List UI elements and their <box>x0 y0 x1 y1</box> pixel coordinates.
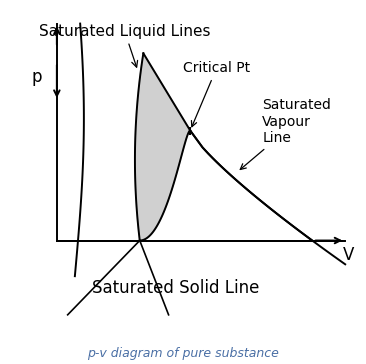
Text: p: p <box>32 68 42 86</box>
Text: Saturated Liquid Lines: Saturated Liquid Lines <box>39 24 210 67</box>
Text: Saturated
Vapour
Line: Saturated Vapour Line <box>240 98 331 170</box>
Text: Critical Pt: Critical Pt <box>183 61 250 127</box>
Text: V: V <box>343 246 355 264</box>
Text: p-v diagram of pure substance: p-v diagram of pure substance <box>87 347 279 360</box>
Polygon shape <box>135 53 190 241</box>
Text: Saturated Solid Line: Saturated Solid Line <box>92 279 259 297</box>
